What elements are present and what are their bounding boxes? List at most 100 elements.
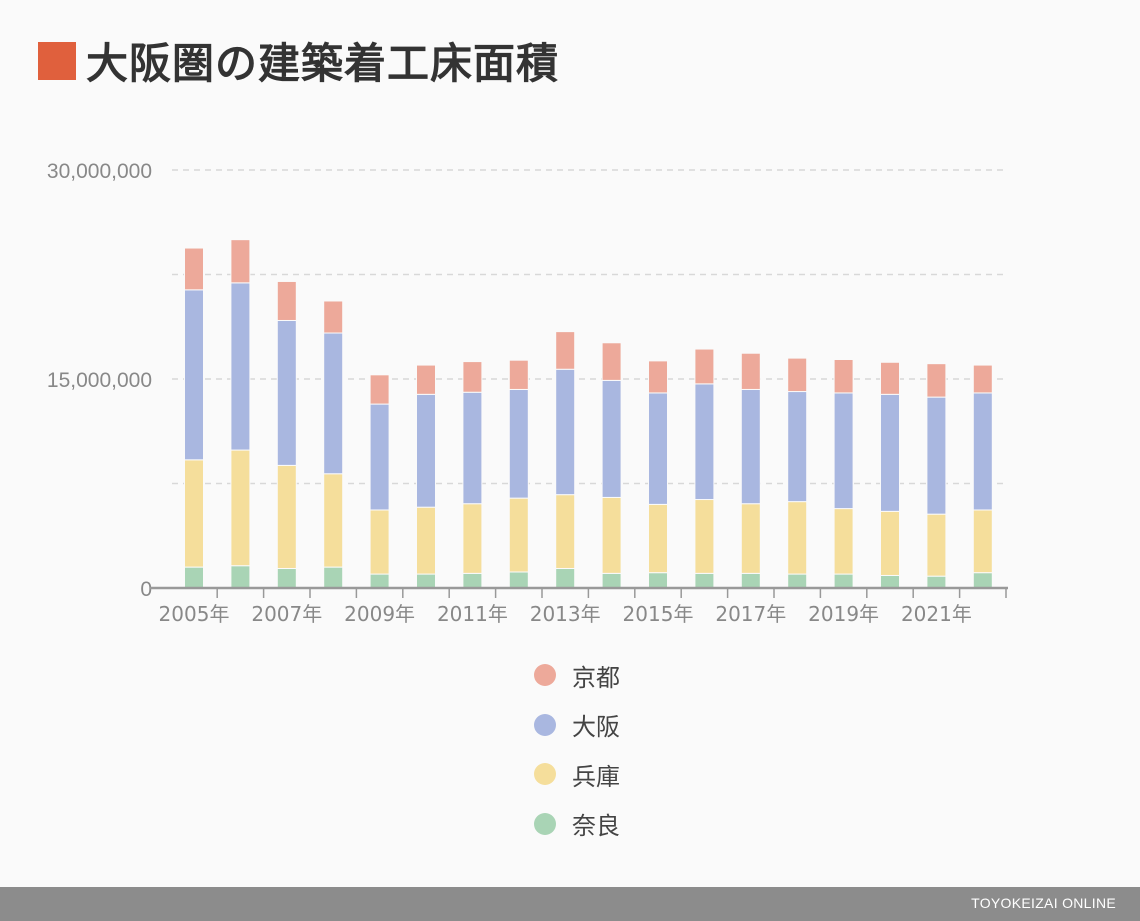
bar-segment-hyogo	[416, 506, 436, 575]
legend-swatch-kyoto	[534, 664, 556, 686]
bar-segment-osaka	[369, 403, 390, 511]
bar-segment-hyogo	[555, 494, 576, 569]
bar-segment-hyogo	[601, 496, 622, 574]
bar-segment-hyogo	[833, 508, 854, 575]
legend-item-osaka: 大阪	[534, 705, 620, 745]
bar-segment-kyoto	[648, 360, 668, 394]
y-tick-label: 15,000,000	[47, 369, 152, 392]
bar-segment-nara	[508, 571, 529, 589]
bar-segment-kyoto	[230, 239, 251, 284]
bar-segment-hyogo	[276, 464, 297, 569]
bar-segment-nara	[880, 574, 900, 589]
x-tick-label: 2017年	[715, 602, 786, 626]
legend-label-nara: 奈良	[572, 812, 620, 840]
x-tick-label: 2013年	[530, 602, 601, 626]
legend-label-kyoto: 京都	[572, 663, 620, 692]
legend-item-hyogo: 兵庫	[534, 754, 620, 794]
bar-segment-kyoto	[184, 247, 204, 291]
bar-segment-kyoto	[276, 280, 297, 321]
x-tick-label: 2011年	[437, 602, 508, 626]
bar-segment-nara	[369, 573, 390, 589]
bar-segment-osaka	[880, 393, 900, 512]
chart-title: 大阪圏の建築着工床面積	[86, 39, 560, 88]
bar-segment-kyoto	[694, 348, 715, 385]
bar-segment-nara	[184, 566, 204, 589]
bar-segment-kyoto	[787, 357, 808, 393]
bar-segment-kyoto	[740, 352, 761, 390]
bar-segment-hyogo	[462, 503, 483, 574]
bar-segment-osaka	[833, 392, 854, 510]
bar-segment-kyoto	[926, 363, 947, 398]
chart-title-block: 大阪圏の建築着工床面積	[38, 30, 559, 91]
bar-segment-osaka	[230, 282, 251, 451]
bar-segment-osaka	[648, 392, 668, 505]
bar-segment-osaka	[787, 391, 808, 503]
bar-segment-osaka	[601, 379, 622, 498]
bar-segment-hyogo	[648, 503, 668, 574]
legend-item-kyoto: 京都	[534, 655, 620, 695]
bar-segment-kyoto	[880, 361, 900, 395]
x-tick-label: 2009年	[344, 602, 415, 626]
chart-legend: 京都 大阪 兵庫 奈良	[534, 655, 620, 853]
bar-segment-kyoto	[369, 374, 390, 405]
bar-segment-nara	[601, 572, 622, 589]
bar-segment-kyoto	[508, 359, 529, 390]
bar-segment-osaka	[555, 368, 576, 496]
bar-segment-osaka	[694, 383, 715, 501]
x-tick-label: 2015年	[623, 602, 694, 626]
bar-segment-nara	[972, 572, 993, 589]
legend-swatch-nara	[534, 812, 556, 835]
bar-segment-hyogo	[184, 459, 204, 568]
x-tick-label: 2021年	[901, 602, 972, 626]
x-tick-label: 2005年	[159, 602, 230, 626]
legend-swatch-hyogo	[534, 763, 556, 785]
bar-segment-osaka	[276, 319, 297, 466]
bar-segment-nara	[694, 572, 715, 589]
bar-segment-hyogo	[926, 513, 947, 577]
bar-segment-osaka	[416, 393, 436, 508]
bar-segment-osaka	[740, 388, 761, 505]
bar-segment-kyoto	[972, 364, 993, 394]
bar-segment-kyoto	[601, 342, 622, 381]
bar-segment-osaka	[323, 332, 344, 475]
bar-segment-kyoto	[416, 364, 436, 395]
footer-brand: TOYOKEIZAI ONLINE	[971, 895, 1116, 911]
bar-segment-nara	[462, 572, 483, 589]
bar-segment-nara	[926, 575, 947, 589]
bar-segment-nara	[648, 572, 668, 589]
bar-segment-osaka	[972, 392, 993, 511]
title-square-icon	[38, 41, 76, 80]
legend-swatch-osaka	[534, 713, 556, 736]
bar-segment-nara	[416, 573, 436, 589]
bar-segment-hyogo	[880, 510, 900, 576]
bar-segment-nara	[323, 566, 344, 589]
bar-segment-osaka	[508, 388, 529, 499]
legend-label-osaka: 大阪	[572, 713, 620, 741]
legend-item-nara: 奈良	[534, 804, 620, 844]
bar-segment-hyogo	[508, 497, 529, 573]
footer-bar: TOYOKEIZAI ONLINE	[0, 887, 1140, 921]
bar-segment-hyogo	[787, 501, 808, 575]
stacked-bar-chart: 0 15,000,000 30,000,000 2005年 2007年 2009年 2011…	[47, 160, 1008, 626]
legend-label-hyogo: 兵庫	[572, 762, 620, 791]
bar-segment-kyoto	[323, 300, 344, 334]
x-tick-label: 2019年	[808, 602, 879, 626]
bar-segment-osaka	[462, 391, 483, 505]
bar-segment-hyogo	[694, 499, 715, 574]
bar-segment-kyoto	[833, 358, 854, 394]
bar-segment-kyoto	[462, 361, 483, 393]
bar-segment-nara	[276, 567, 297, 589]
y-tick-label: 30,000,000	[47, 160, 152, 183]
bar-segment-hyogo	[323, 473, 344, 568]
bar-segment-nara	[555, 567, 576, 589]
bar-segment-hyogo	[972, 509, 993, 574]
bar-segment-nara	[787, 573, 808, 589]
x-tick-label: 2007年	[251, 602, 322, 626]
bar-segment-hyogo	[230, 449, 251, 567]
bar-segment-hyogo	[369, 509, 390, 575]
bar-segment-hyogo	[740, 503, 761, 574]
bar-segment-nara	[230, 565, 251, 589]
bar-segment-osaka	[184, 289, 204, 461]
bar-segment-osaka	[926, 396, 947, 515]
bar-segment-nara	[740, 572, 761, 589]
